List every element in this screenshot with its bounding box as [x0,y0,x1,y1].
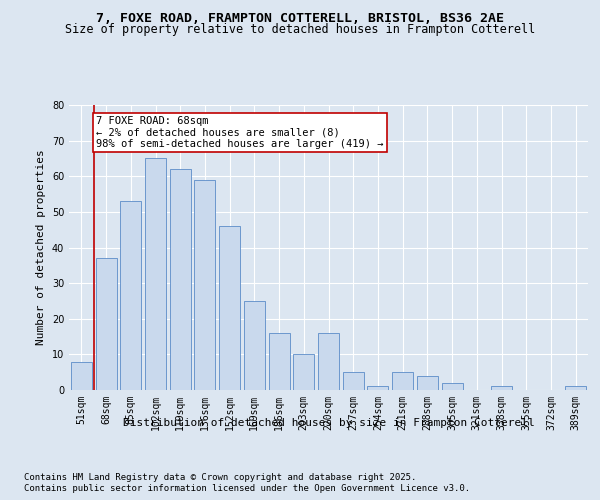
Y-axis label: Number of detached properties: Number of detached properties [36,150,46,346]
Bar [565,386,586,390]
Bar [417,376,438,390]
Text: Distribution of detached houses by size in Frampton Cotterell: Distribution of detached houses by size … [123,418,535,428]
Bar [269,333,290,390]
Bar [95,258,116,390]
Bar [367,386,388,390]
Bar [194,180,215,390]
Text: Contains HM Land Registry data © Crown copyright and database right 2025.: Contains HM Land Registry data © Crown c… [24,472,416,482]
Bar [120,201,141,390]
Bar [293,354,314,390]
Bar [491,386,512,390]
Bar [244,301,265,390]
Bar [170,169,191,390]
Bar [219,226,240,390]
Bar [343,372,364,390]
Text: 7 FOXE ROAD: 68sqm
← 2% of detached houses are smaller (8)
98% of semi-detached : 7 FOXE ROAD: 68sqm ← 2% of detached hous… [96,116,383,149]
Bar [442,383,463,390]
Bar [392,372,413,390]
Text: Contains public sector information licensed under the Open Government Licence v3: Contains public sector information licen… [24,484,470,493]
Text: 7, FOXE ROAD, FRAMPTON COTTERELL, BRISTOL, BS36 2AE: 7, FOXE ROAD, FRAMPTON COTTERELL, BRISTO… [96,12,504,26]
Bar [71,362,92,390]
Text: Size of property relative to detached houses in Frampton Cotterell: Size of property relative to detached ho… [65,22,535,36]
Bar [318,333,339,390]
Bar [145,158,166,390]
